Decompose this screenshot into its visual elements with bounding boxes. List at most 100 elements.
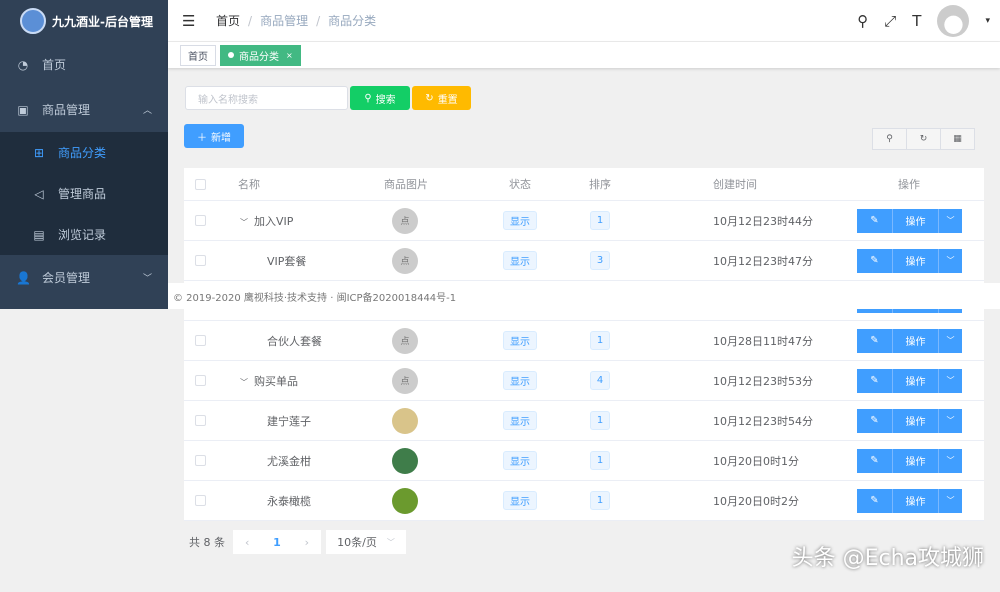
sort-badge: 4 <box>590 371 610 390</box>
sidebar-item-members[interactable]: 👤 会员管理 ﹀ <box>0 255 168 300</box>
status-badge: 显示 <box>503 251 537 270</box>
operate-button[interactable]: 操作 <box>893 208 939 233</box>
sidebar-item-manage-goods[interactable]: ◁ 管理商品 <box>0 173 168 214</box>
sort-badge: 1 <box>590 451 610 470</box>
table-row: ﹀ 加入VIP 点 显示 1 10月12日23时44分 ✎ 操作 ﹀ <box>184 201 984 241</box>
edit-icon: ✎ <box>870 335 879 346</box>
sidebar-item-label: 商品分类 <box>58 146 107 160</box>
product-image <box>392 407 418 434</box>
send-icon: ◁ <box>34 186 44 201</box>
column-header: 商品图片 <box>384 178 428 191</box>
edit-button[interactable]: ✎ <box>857 448 893 473</box>
created-time: 10月12日23时44分 <box>713 214 813 228</box>
edit-button[interactable]: ✎ <box>857 328 893 353</box>
edit-icon: ✎ <box>870 455 879 466</box>
product-image <box>392 487 418 514</box>
hamburger-icon[interactable]: ☰ <box>182 11 196 30</box>
category-name: 尤溪金柑 <box>267 454 311 468</box>
operate-button[interactable]: 操作 <box>893 408 939 433</box>
search-input[interactable]: 输入名称搜索 <box>185 86 348 110</box>
operate-dropdown[interactable]: ﹀ <box>939 368 962 393</box>
breadcrumb-item[interactable]: 首页 <box>216 14 241 28</box>
page-size-select[interactable]: 10条/页 ﹀ <box>326 530 406 554</box>
operate-dropdown[interactable]: ﹀ <box>939 248 962 273</box>
breadcrumb-item: 商品管理 <box>260 14 309 28</box>
operate-dropdown[interactable]: ﹀ <box>939 328 962 353</box>
edit-button[interactable]: ✎ <box>857 368 893 393</box>
broken-image-icon: 点 <box>392 367 418 394</box>
created-time: 10月20日0时1分 <box>713 454 799 468</box>
row-checkbox[interactable] <box>195 495 206 506</box>
category-name: 加入VIP <box>254 214 294 228</box>
search-icon[interactable]: ⚲ <box>857 11 869 30</box>
row-checkbox[interactable] <box>195 255 206 266</box>
tag-home[interactable]: 首页 <box>180 44 216 66</box>
expand-icon[interactable]: ﹀ <box>240 377 248 387</box>
operate-button[interactable]: 操作 <box>893 368 939 393</box>
edit-button[interactable]: ✎ <box>857 408 893 433</box>
operate-button[interactable]: 操作 <box>893 248 939 273</box>
search-toggle-icon[interactable]: ⚲ <box>872 128 907 150</box>
edit-button[interactable]: ✎ <box>857 248 893 273</box>
select-all-checkbox[interactable] <box>195 178 206 190</box>
operate-dropdown[interactable]: ﹀ <box>939 408 962 433</box>
tag-label: 首页 <box>188 51 208 63</box>
operate-button[interactable]: 操作 <box>893 328 939 353</box>
plus-icon: ＋ <box>197 132 207 144</box>
record-icon: ▤ <box>33 227 45 242</box>
edit-button[interactable]: ✎ <box>857 208 893 233</box>
status-badge: 显示 <box>503 411 537 430</box>
button-label: 搜索 <box>375 94 396 106</box>
row-checkbox[interactable] <box>195 375 206 386</box>
font-size-icon[interactable]: T <box>912 11 922 30</box>
next-page-icon[interactable]: › <box>304 535 309 549</box>
breadcrumb: 首页 / 商品管理 / 商品分类 <box>216 14 377 28</box>
operate-button[interactable]: 操作 <box>893 448 939 473</box>
product-image <box>392 447 418 474</box>
sidebar-item-category[interactable]: ⊞ 商品分类 <box>0 132 168 173</box>
close-icon[interactable]: × <box>286 50 293 60</box>
columns-icon[interactable]: ▦ <box>940 128 975 150</box>
refresh-icon: ↻ <box>425 92 434 104</box>
sidebar-item-label: 浏览记录 <box>58 228 107 242</box>
operate-button[interactable]: 操作 <box>893 488 939 513</box>
created-time: 10月20日0时2分 <box>713 494 799 508</box>
status-badge: 显示 <box>503 331 537 350</box>
sidebar-item-records[interactable]: ▤ 浏览记录 <box>0 214 168 255</box>
search-button[interactable]: ⚲ 搜索 <box>350 86 410 110</box>
pagination: 共 8 条 ‹ 1 › 10条/页 ﹀ <box>184 530 406 554</box>
table-header: 名称 商品图片 状态 排序 创建时间 操作 <box>184 168 984 201</box>
add-button[interactable]: ＋ 新增 <box>184 124 244 148</box>
reset-button[interactable]: ↻ 重置 <box>412 86 471 110</box>
caret-down-icon[interactable]: ▾ <box>985 15 990 26</box>
sidebar-item-goods[interactable]: ▣ 商品管理 ︿ <box>0 87 168 132</box>
prev-page-icon[interactable]: ‹ <box>245 535 250 549</box>
edit-button[interactable]: ✎ <box>857 488 893 513</box>
tag-category[interactable]: 商品分类 × <box>220 44 301 66</box>
row-checkbox[interactable] <box>195 415 206 426</box>
sidebar-item-home[interactable]: ◔ 首页 <box>0 42 168 87</box>
refresh-icon[interactable]: ↻ <box>906 128 941 150</box>
expand-icon[interactable]: ﹀ <box>240 217 248 227</box>
row-checkbox[interactable] <box>195 335 206 346</box>
sidebar-item-label: 首页 <box>42 58 67 72</box>
page-1[interactable]: 1 <box>273 535 281 549</box>
avatar[interactable]: ● <box>937 4 970 37</box>
category-icon: ⊞ <box>33 145 45 160</box>
fullscreen-icon[interactable]: ⤢ <box>884 11 897 30</box>
operate-dropdown[interactable]: ﹀ <box>939 488 962 513</box>
table-row: 建宁莲子 显示 1 10月12日23时54分 ✎ 操作 ﹀ <box>184 401 984 441</box>
logo[interactable]: 九九酒业-后台管理 <box>0 0 168 42</box>
sidebar-item-label: 管理商品 <box>58 187 107 201</box>
operate-dropdown[interactable]: ﹀ <box>939 208 962 233</box>
chevron-down-icon: ﹀ <box>946 416 955 425</box>
sort-badge: 1 <box>590 411 610 430</box>
operate-dropdown[interactable]: ﹀ <box>939 448 962 473</box>
tags-view: 首页 商品分类 × <box>168 42 1000 68</box>
shop-icon: ▣ <box>17 102 29 117</box>
row-checkbox[interactable] <box>195 215 206 226</box>
breadcrumb-item: 商品分类 <box>328 14 377 28</box>
created-time: 10月28日11时47分 <box>713 334 813 348</box>
row-checkbox[interactable] <box>195 455 206 466</box>
tag-label: 商品分类 <box>239 51 279 63</box>
